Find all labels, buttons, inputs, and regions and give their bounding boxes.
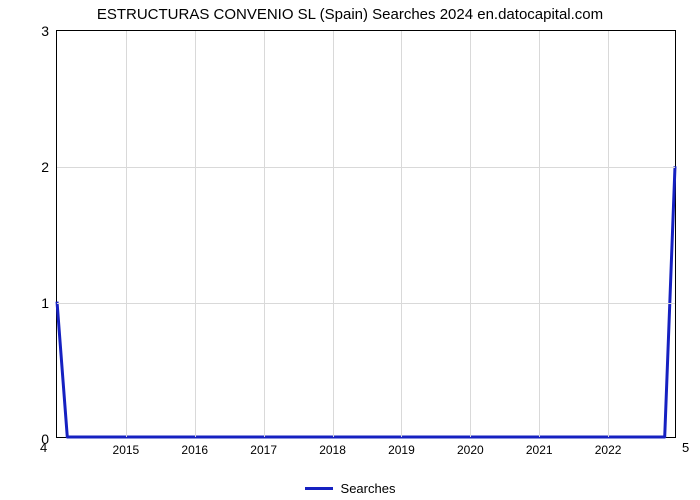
x-tick-label: 2017 (250, 443, 277, 457)
series-line (57, 166, 675, 437)
x-tick-label: 2018 (319, 443, 346, 457)
corner-label-bottom-right: 5 (682, 440, 689, 455)
chart-title: ESTRUCTURAS CONVENIO SL (Spain) Searches… (0, 6, 700, 23)
y-tick-label: 1 (41, 295, 49, 311)
x-tick-label: 2019 (388, 443, 415, 457)
legend: Searches (0, 481, 700, 496)
grid-line-vertical (539, 31, 540, 437)
legend-label: Searches (341, 481, 396, 496)
plot-area: 201520162017201820192020202120220123 (56, 30, 676, 438)
x-tick-label: 2021 (526, 443, 553, 457)
grid-line-vertical (264, 31, 265, 437)
grid-line-vertical (126, 31, 127, 437)
x-tick-label: 2020 (457, 443, 484, 457)
chart-container: ESTRUCTURAS CONVENIO SL (Spain) Searches… (0, 0, 700, 500)
grid-line-horizontal (57, 303, 675, 304)
grid-line-vertical (470, 31, 471, 437)
grid-line-vertical (333, 31, 334, 437)
grid-line-vertical (608, 31, 609, 437)
grid-line-vertical (401, 31, 402, 437)
x-tick-label: 2022 (595, 443, 622, 457)
corner-label-bottom-left: 4 (40, 440, 47, 455)
y-tick-label: 3 (41, 23, 49, 39)
legend-swatch (305, 487, 333, 490)
grid-line-horizontal (57, 167, 675, 168)
grid-line-vertical (195, 31, 196, 437)
y-tick-label: 2 (41, 159, 49, 175)
x-tick-label: 2016 (181, 443, 208, 457)
line-series (57, 31, 675, 437)
x-tick-label: 2015 (113, 443, 140, 457)
